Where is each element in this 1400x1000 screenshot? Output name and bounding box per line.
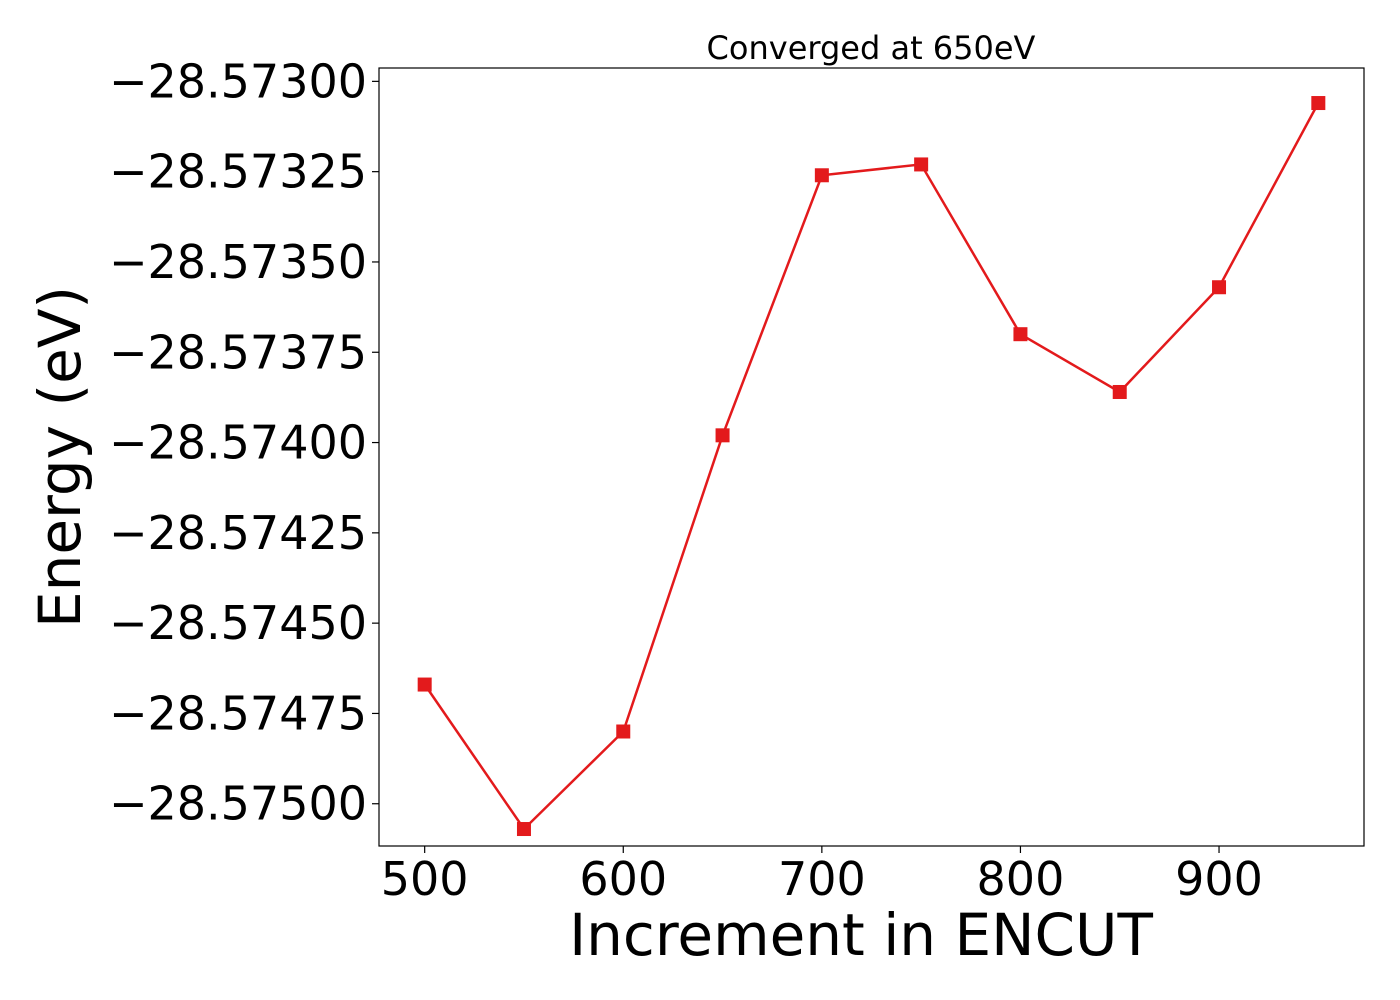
x-tick-label: 800 [977,852,1065,906]
y-tick-label: −28.57475 [109,686,367,740]
x-axis-title: Increment in ENCUT [569,901,1153,969]
y-tick-label: −28.57300 [109,54,367,108]
plot-frame [378,67,1365,847]
series-markers [417,96,1326,837]
chart-title: Converged at 650eV [707,29,1036,67]
x-tick-label: 900 [1175,852,1263,906]
data-point-marker [516,822,531,837]
y-tick-label: −28.57375 [109,325,367,379]
y-tick-label: −28.57400 [109,416,367,470]
data-point-marker [1311,96,1326,111]
data-point-marker [1112,384,1127,399]
data-point-marker [1212,280,1227,295]
y-tick-label: −28.57325 [109,145,367,199]
x-tick-label: 700 [778,852,866,906]
y-axis-title: Energy (eV) [26,286,94,628]
x-tick-label: 500 [381,852,469,906]
data-point-marker [616,724,631,739]
y-tick-label: −28.57500 [109,777,367,831]
data-point-marker [715,428,730,443]
data-point-marker [417,677,432,692]
x-axis-ticks: 500 600 700 800 900 [381,846,1263,906]
data-point-marker [1013,327,1028,342]
series-line [423,102,1320,831]
x-tick-label: 600 [579,852,667,906]
y-tick-label: −28.57425 [109,506,367,560]
y-axis-ticks: −28.57500 −28.57475 −28.57450 −28.57425 −28.… [109,54,379,831]
data-point-marker [914,157,929,172]
y-tick-label: −28.57450 [109,596,367,650]
plot-background [379,68,1364,846]
data-point-marker [814,168,829,183]
y-tick-label: −28.57350 [109,235,367,289]
